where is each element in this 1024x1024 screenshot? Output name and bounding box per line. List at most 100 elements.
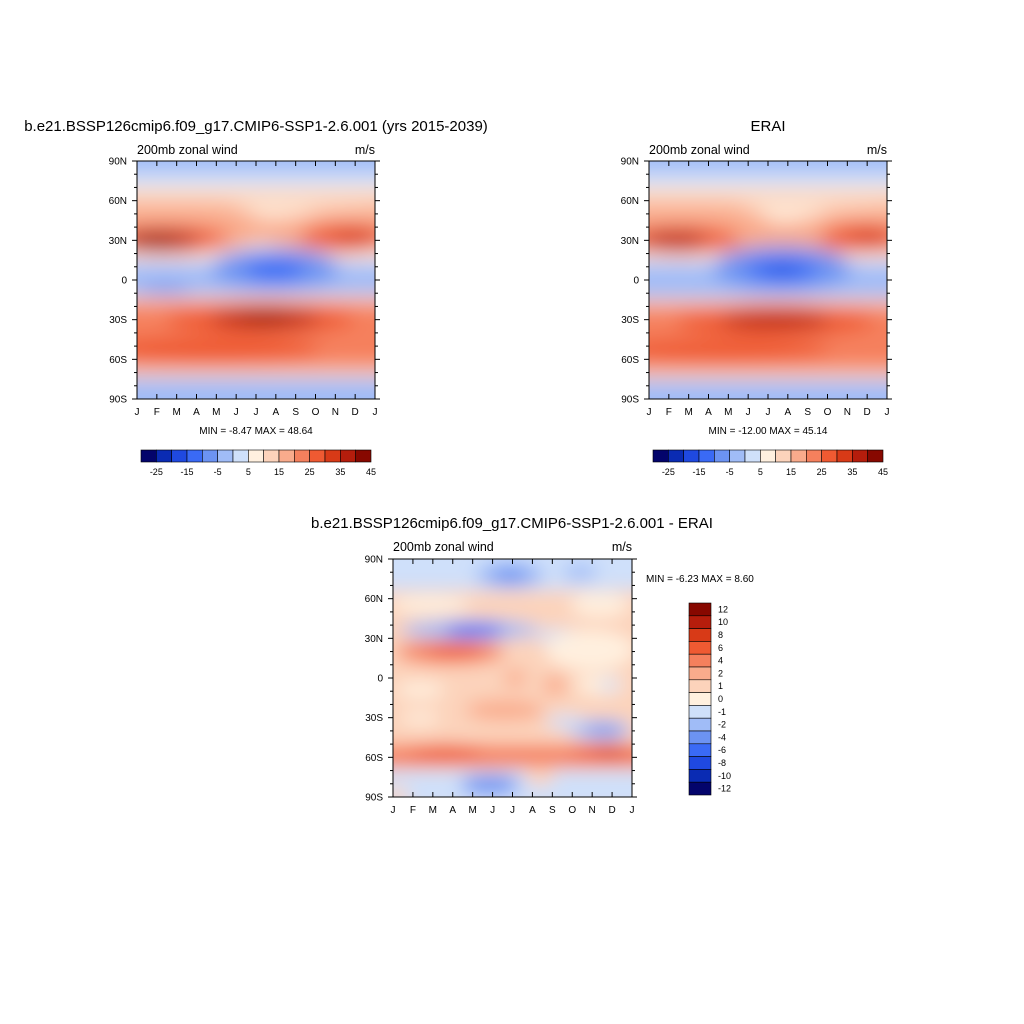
x-tick-label: J [490, 805, 495, 816]
y-tick-label: 60S [109, 355, 127, 366]
colorbar-box [140, 449, 157, 463]
x-tick-label: F [666, 407, 672, 418]
x-tick-label: N [844, 407, 851, 418]
difference-contour-field [393, 559, 632, 797]
colorbar-label: 4 [718, 656, 723, 666]
x-tick-label: F [410, 805, 416, 816]
x-tick-label: J [373, 407, 378, 418]
colorbar-box [171, 449, 188, 463]
colorbar-label: -5 [214, 467, 222, 477]
colorbar-box [186, 449, 203, 463]
x-tick-label: A [705, 407, 712, 418]
erai-panel-title: ERAI [750, 118, 785, 135]
colorbar-label: -25 [150, 467, 163, 477]
colorbar-box [852, 449, 868, 463]
erai-colorbar: -25 -15 -5 5 15 25 35 45 [652, 449, 888, 477]
y-tick-label: 0 [633, 276, 639, 287]
x-tick-label: M [212, 407, 220, 418]
x-tick-label: J [885, 407, 890, 418]
x-tick-label: D [864, 407, 871, 418]
x-tick-label: S [292, 407, 299, 418]
difference-minmax-label: MIN = -6.23 MAX = 8.60 [646, 574, 754, 585]
model-contour-field [137, 161, 375, 399]
colorbar-label: 25 [817, 467, 827, 477]
y-tick-label: 30N [365, 634, 383, 645]
difference-panel-left-label: 200mb zonal wind [393, 540, 494, 554]
colorbar-box [688, 641, 712, 655]
model-panel-title: b.e21.BSSP126cmip6.f09_g17.CMIP6-SSP1-2.… [24, 118, 488, 135]
colorbar-box [340, 449, 356, 463]
colorbar-box [232, 449, 249, 463]
colorbar-box [806, 449, 822, 463]
erai-panel: ERAI 200mb zonal wind m/s [621, 118, 892, 477]
colorbar-label: 8 [718, 630, 723, 640]
colorbar-label: 35 [335, 467, 345, 477]
colorbar-label: -4 [718, 732, 726, 742]
colorbar-box [324, 449, 341, 463]
x-tick-label: D [608, 805, 615, 816]
y-tick-label: 30S [109, 315, 127, 326]
colorbar-label: 15 [274, 467, 284, 477]
colorbar-box [294, 449, 310, 463]
erai-panel-units-label: m/s [867, 143, 887, 157]
y-tick-label: 90N [365, 555, 383, 566]
x-tick-label: A [784, 407, 791, 418]
colorbar-label: 15 [786, 467, 796, 477]
x-tick-label: S [549, 805, 556, 816]
y-tick-label: 30N [109, 236, 127, 247]
colorbar-box [278, 449, 295, 463]
y-tick-label: 30S [365, 713, 383, 724]
colorbar-box [688, 717, 712, 732]
x-tick-label: A [449, 805, 456, 816]
colorbar-box [688, 705, 712, 719]
colorbar-box [688, 602, 712, 617]
y-tick-label: 90N [621, 157, 639, 168]
colorbar-box [688, 653, 712, 668]
colorbar-box [355, 449, 372, 463]
model-minmax-label: MIN = -8.47 MAX = 48.64 [199, 426, 313, 437]
erai-minmax-label: MIN = -12.00 MAX = 45.14 [709, 426, 828, 437]
x-tick-label: O [568, 805, 576, 816]
colorbar-label: 5 [246, 467, 251, 477]
colorbar-box [652, 449, 669, 463]
colorbar-label: -6 [718, 745, 726, 755]
x-tick-label: O [312, 407, 320, 418]
colorbar-label: -12 [718, 784, 731, 794]
colorbar-label: 2 [718, 668, 723, 678]
colorbar-label: 35 [847, 467, 857, 477]
x-tick-label: J [647, 407, 652, 418]
colorbar-label: -25 [662, 467, 675, 477]
colorbar-box [688, 666, 712, 681]
colorbar-box [688, 615, 712, 629]
difference-panel-title: b.e21.BSSP126cmip6.f09_g17.CMIP6-SSP1-2.… [311, 515, 713, 532]
colorbar-label: -2 [718, 720, 726, 730]
x-tick-label: O [824, 407, 832, 418]
colorbar-box [790, 449, 807, 463]
x-tick-label: N [589, 805, 596, 816]
x-tick-label: M [429, 805, 437, 816]
colorbar-box [202, 449, 218, 463]
colorbar-label: -5 [726, 467, 734, 477]
colorbar-box [729, 449, 746, 463]
colorbar-label: -10 [718, 771, 731, 781]
x-tick-label: A [529, 805, 536, 816]
y-tick-label: 60N [109, 196, 127, 207]
colorbar-box [688, 692, 712, 706]
colorbar-box [688, 756, 712, 770]
x-tick-label: J [391, 805, 396, 816]
colorbar-box [668, 449, 684, 463]
y-tick-label: 0 [377, 674, 383, 685]
model-panel-left-label: 200mb zonal wind [137, 143, 238, 157]
colorbar-label: 25 [305, 467, 315, 477]
y-tick-label: 60S [365, 753, 383, 764]
colorbar-box [309, 449, 326, 463]
y-tick-label: 60N [621, 196, 639, 207]
colorbar-box [688, 628, 712, 642]
x-tick-label: A [272, 407, 279, 418]
y-tick-label: 60N [365, 594, 383, 605]
colorbar-box [744, 449, 761, 463]
x-tick-label: J [766, 407, 771, 418]
x-tick-label: J [234, 407, 239, 418]
y-tick-label: 90N [109, 157, 127, 168]
